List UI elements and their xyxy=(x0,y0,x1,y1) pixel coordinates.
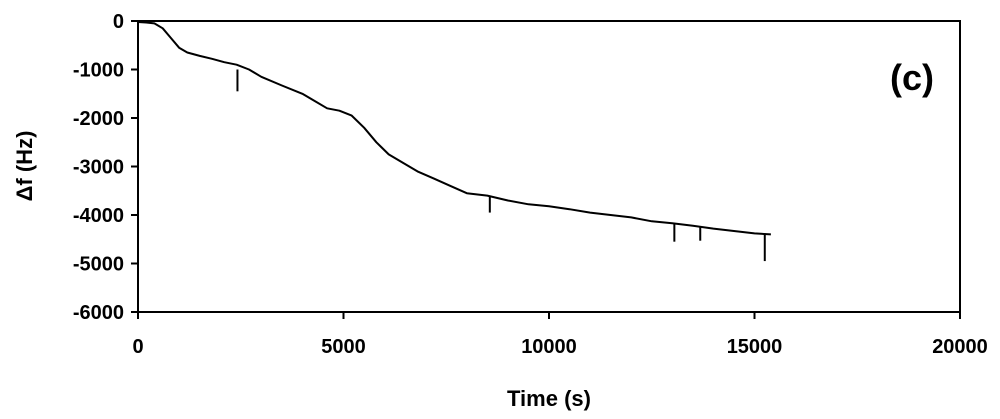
y-tick-label: -1000 xyxy=(73,60,124,82)
y-tick-label: -6000 xyxy=(73,302,124,324)
x-tick-label: 10000 xyxy=(521,336,577,358)
x-tick-label: 15000 xyxy=(727,336,783,358)
x-axis-title: Time (s) xyxy=(507,386,591,411)
y-axis-title: Δf (Hz) xyxy=(12,131,37,202)
x-tick-label: 5000 xyxy=(321,336,366,358)
y-axis-ticks: 0 -1000 -2000 -3000 -4000 -5000 -6000 xyxy=(73,11,138,324)
y-tick-label: -2000 xyxy=(73,108,124,130)
x-tick-label: 20000 xyxy=(932,336,988,358)
y-tick-label: -5000 xyxy=(73,254,124,276)
plot-frame xyxy=(137,20,961,313)
panel-label: (c) xyxy=(890,57,934,98)
x-tick-label: 0 xyxy=(132,336,143,358)
y-tick-label: 0 xyxy=(113,11,124,33)
data-layer xyxy=(137,21,771,262)
x-axis-ticks: 0 5000 10000 15000 20000 xyxy=(132,312,988,358)
series-line xyxy=(137,21,771,236)
y-tick-label: -4000 xyxy=(73,205,124,227)
y-tick-label: -3000 xyxy=(73,157,124,179)
